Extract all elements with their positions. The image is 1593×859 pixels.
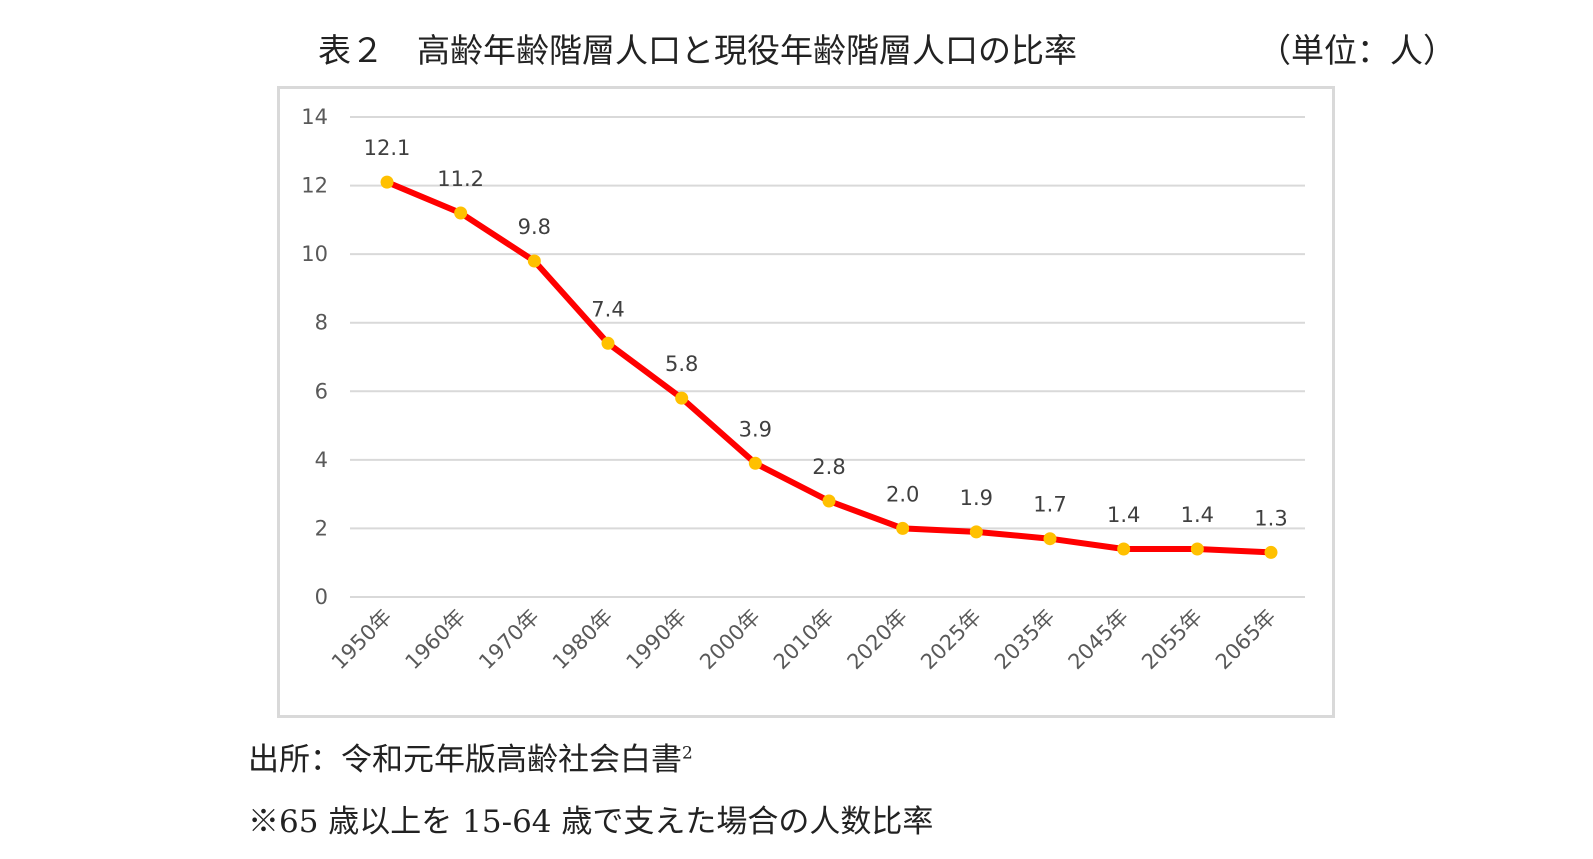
x-tick-label: 2055年 — [1137, 605, 1207, 675]
source-label: 出所：令和元年版高齢社会白書 — [248, 742, 682, 778]
data-point — [675, 391, 689, 405]
y-tick-label: 10 — [301, 242, 328, 266]
data-point — [1264, 545, 1278, 559]
data-label: 3.9 — [739, 417, 772, 441]
data-label: 7.4 — [591, 297, 624, 321]
source-footnote-ref: 2 — [682, 743, 693, 764]
chart-frame — [277, 86, 1335, 718]
x-tick-label: 2025年 — [916, 605, 986, 675]
x-tick-label: 1960年 — [401, 605, 471, 675]
data-point — [1043, 532, 1057, 546]
data-point — [601, 336, 615, 350]
note-text: ※65 歳以上を 15-64 歳で支えた場合の人数比率 — [248, 804, 934, 840]
data-point — [1190, 542, 1204, 556]
data-label: 9.8 — [518, 215, 551, 239]
data-point — [454, 206, 468, 220]
y-tick-label: 6 — [315, 379, 328, 403]
data-point — [527, 254, 541, 268]
x-tick-label: 2035年 — [990, 605, 1060, 675]
y-tick-label: 8 — [315, 311, 328, 335]
data-point — [969, 525, 983, 539]
y-tick-label: 14 — [301, 105, 328, 129]
x-tick-label: 1950年 — [327, 605, 397, 675]
y-tick-label: 4 — [315, 448, 328, 472]
data-label: 1.4 — [1107, 503, 1140, 527]
x-tick-label: 2045年 — [1064, 605, 1134, 675]
y-tick-label: 2 — [315, 516, 328, 540]
data-label: 1.4 — [1181, 503, 1214, 527]
data-label: 1.9 — [960, 486, 993, 510]
x-tick-label: 1980年 — [548, 605, 618, 675]
y-tick-label: 0 — [315, 585, 328, 609]
chart-title: 表２ 高齢年齢階層人口と現役年齢階層人口の比率 — [318, 31, 1077, 70]
data-point — [748, 456, 762, 470]
data-point — [896, 521, 910, 535]
data-label: 12.1 — [364, 136, 411, 160]
x-tick-label: 1970年 — [474, 605, 544, 675]
data-label: 5.8 — [665, 352, 698, 376]
data-label: 11.2 — [437, 167, 484, 191]
data-label: 2.8 — [812, 455, 845, 479]
y-tick-label: 12 — [301, 174, 328, 198]
data-label: 1.7 — [1033, 493, 1066, 517]
x-tick-label: 2020年 — [843, 605, 913, 675]
data-point — [822, 494, 836, 508]
data-label: 1.3 — [1254, 506, 1287, 530]
data-point — [1117, 542, 1131, 556]
x-tick-label: 2010年 — [769, 605, 839, 675]
x-tick-label: 1990年 — [622, 605, 692, 675]
x-tick-label: 2000年 — [695, 605, 765, 675]
unit-label: （単位：人） — [1258, 31, 1456, 70]
source-text: 出所：令和元年版高齢社会白書2 — [248, 734, 693, 779]
data-label: 2.0 — [886, 482, 919, 506]
data-point — [380, 175, 394, 189]
x-tick-label: 2065年 — [1211, 605, 1281, 675]
